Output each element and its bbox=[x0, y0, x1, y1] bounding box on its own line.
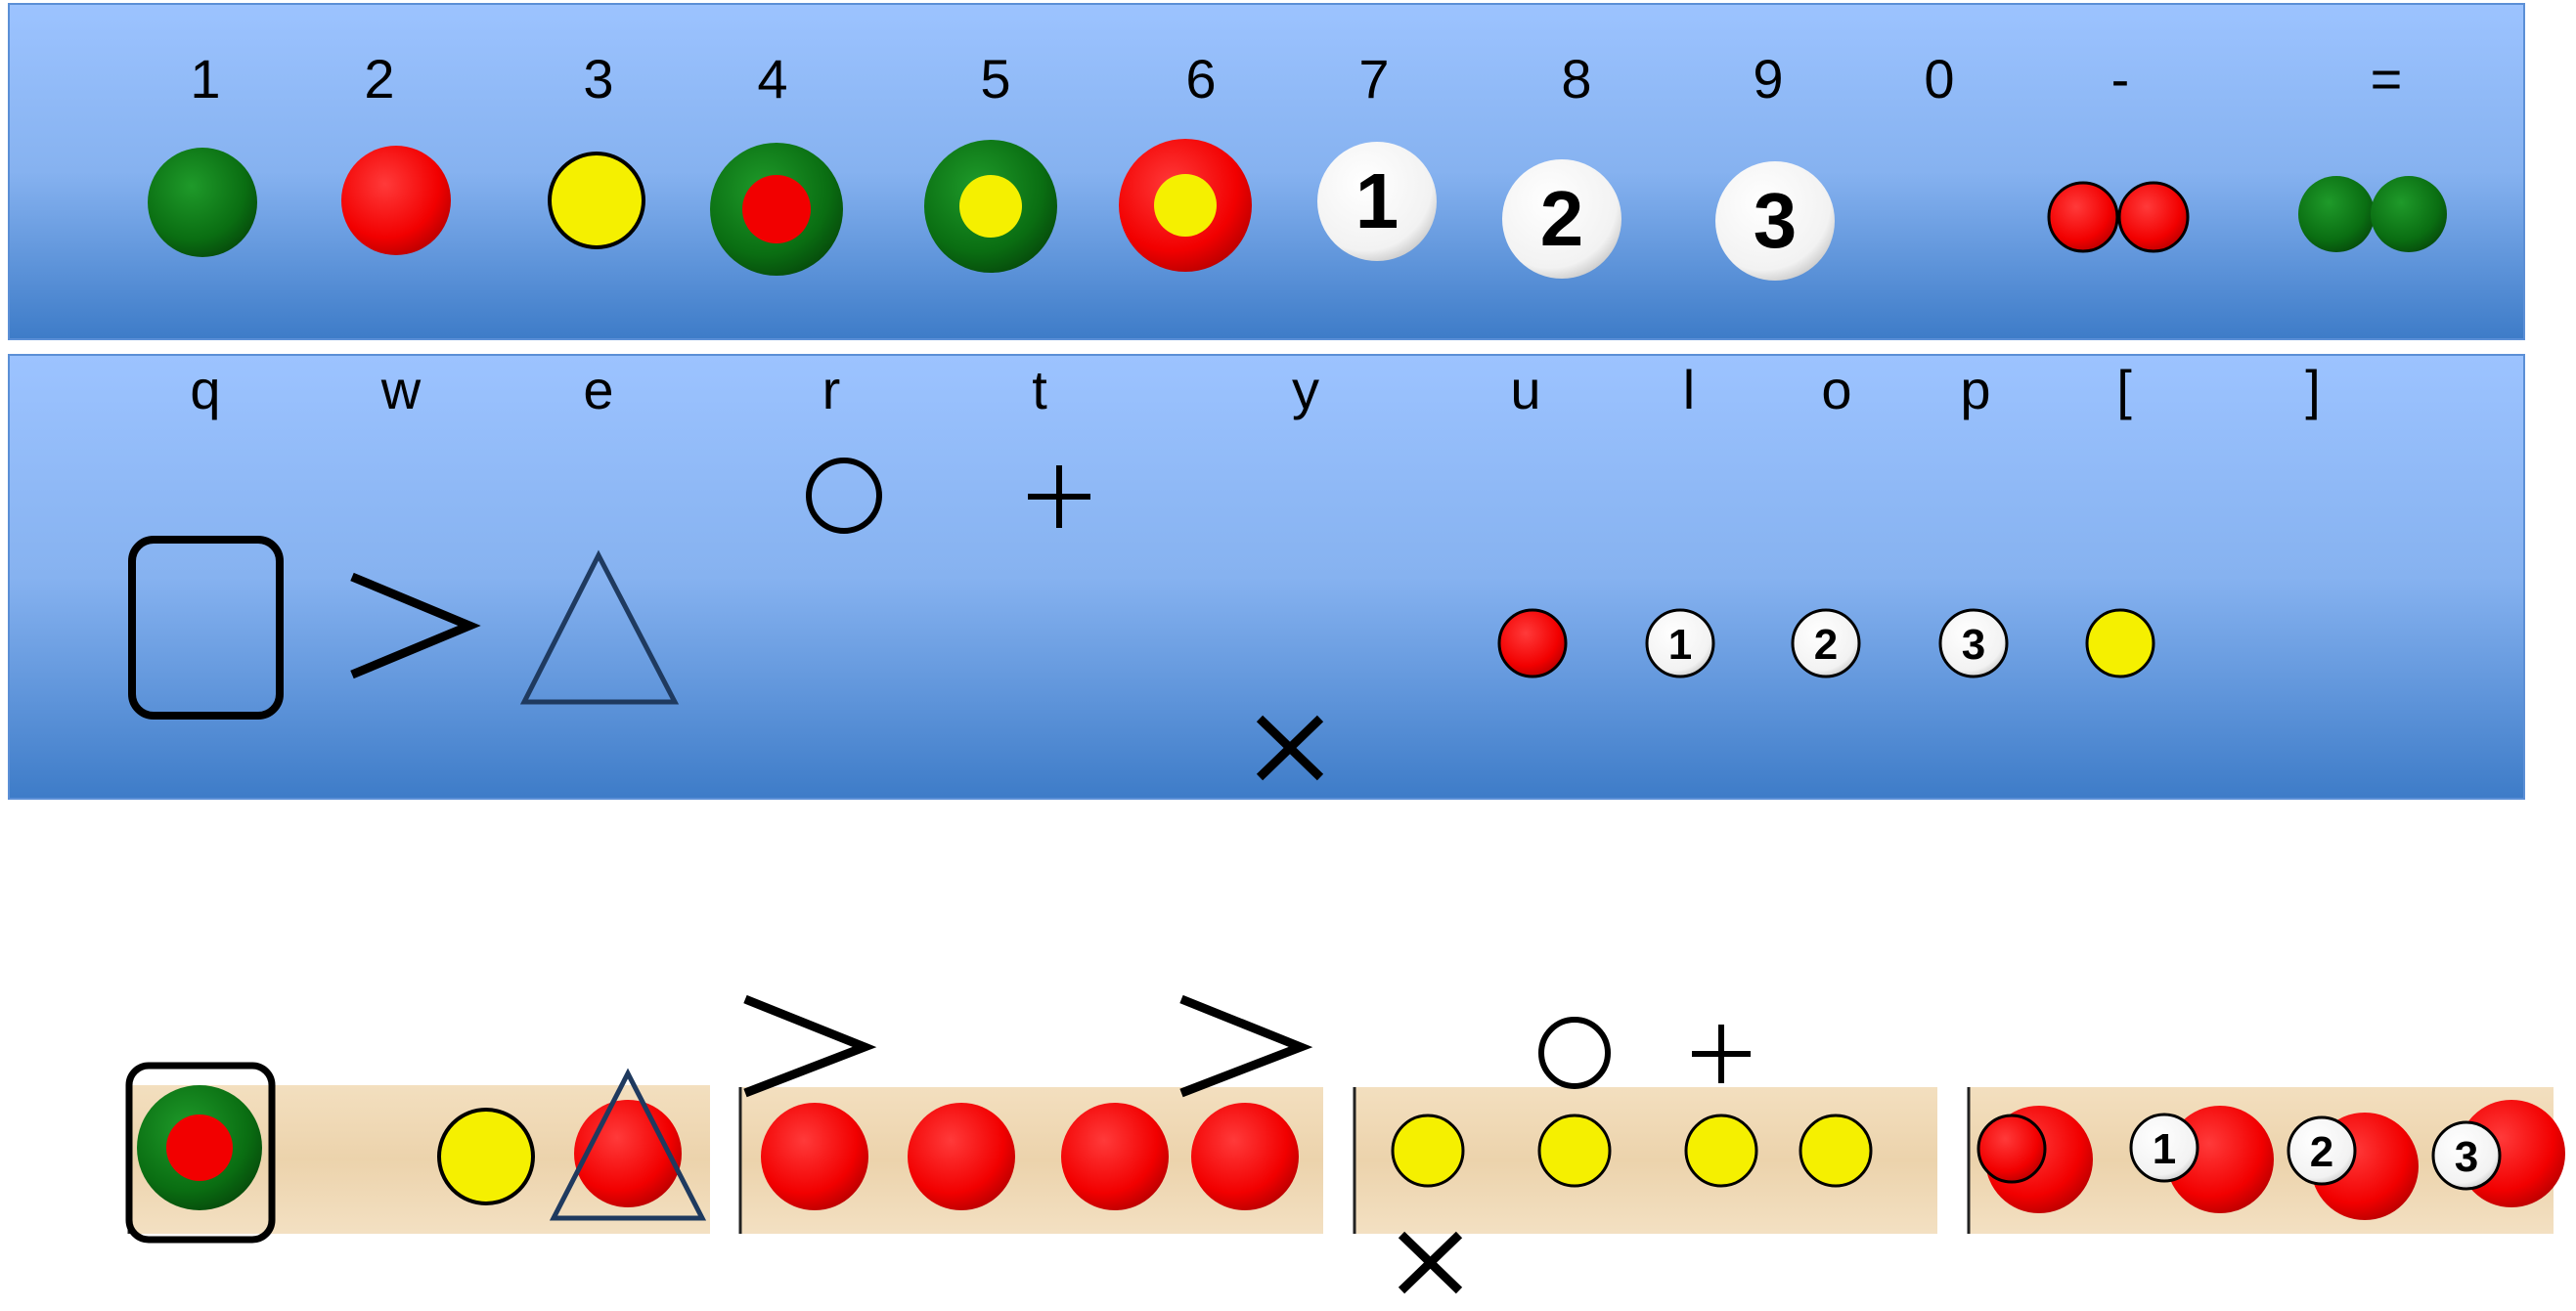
key-label-y: y bbox=[1292, 359, 1319, 420]
key-label-equals: = bbox=[2371, 48, 2403, 109]
board-4-small-red-piece-icon bbox=[1976, 1114, 2047, 1184]
board-2-red-piece-2-icon bbox=[908, 1103, 1015, 1210]
key-label-7: 7 bbox=[1358, 48, 1389, 109]
key-label-t: t bbox=[1032, 359, 1047, 420]
middle-row-key-labels: q w e r t y u l o p [ ] bbox=[190, 359, 2320, 420]
chevron-icon bbox=[350, 572, 481, 679]
board-3-yellow-piece-1-icon bbox=[1391, 1114, 1465, 1188]
red-ring-yellow-center-icon bbox=[1119, 139, 1252, 272]
board-2-chevron-2-icon bbox=[1179, 994, 1313, 1098]
small-white-piece-2-label: 2 bbox=[1814, 621, 1838, 669]
key-label-p: p bbox=[1960, 359, 1990, 420]
key-label-o: o bbox=[1821, 359, 1851, 420]
key-label-4: 4 bbox=[757, 48, 787, 109]
white-piece-2-label: 2 bbox=[1540, 175, 1584, 262]
white-piece-2-icon: 2 bbox=[1502, 159, 1621, 279]
key-label-l: l bbox=[1683, 359, 1695, 420]
key-label-1: 1 bbox=[190, 48, 220, 109]
key-label-u: u bbox=[1510, 359, 1540, 420]
board-3-plus-icon bbox=[1692, 1025, 1751, 1083]
key-label-e: e bbox=[583, 359, 613, 420]
green-ring-yellow-center-icon bbox=[924, 140, 1057, 273]
board-4-white-piece-1-label: 1 bbox=[2153, 1125, 2176, 1173]
two-red-pieces-icon bbox=[2047, 181, 2190, 253]
board-4-white-piece-1-icon: 1 bbox=[2129, 1113, 2199, 1183]
yellow-piece-icon bbox=[548, 152, 645, 249]
board-4-white-piece-3-icon: 3 bbox=[2431, 1120, 2502, 1191]
green-ring-red-center-icon bbox=[710, 143, 843, 276]
key-label-8: 8 bbox=[1561, 48, 1591, 109]
board-4-white-piece-2-label: 2 bbox=[2310, 1128, 2333, 1176]
example-board-2 bbox=[738, 994, 1323, 1234]
small-white-piece-3-label: 3 bbox=[1962, 621, 1985, 669]
board-2-chevron-1-icon bbox=[743, 994, 877, 1098]
example-board-4: 1 2 3 bbox=[1967, 1087, 2565, 1234]
board-1-rounded-square-icon bbox=[125, 1062, 276, 1244]
white-piece-1-label: 1 bbox=[1355, 157, 1399, 244]
key-label-open-bracket: [ bbox=[2116, 359, 2132, 420]
small-white-piece-3-icon: 3 bbox=[1938, 608, 2009, 678]
key-label-3: 3 bbox=[583, 48, 613, 109]
board-1-green-ring-red-center-icon bbox=[137, 1085, 262, 1210]
board-4-white-piece-3-label: 3 bbox=[2455, 1133, 2478, 1181]
key-label-2: 2 bbox=[364, 48, 394, 109]
red-piece-icon bbox=[341, 146, 451, 255]
small-white-piece-1-icon: 1 bbox=[1645, 608, 1715, 678]
triangle-icon bbox=[519, 549, 680, 705]
board-2-red-piece-1-icon bbox=[761, 1103, 868, 1210]
middle-row-symbols: 1 2 3 bbox=[128, 458, 2155, 781]
key-label-0: 0 bbox=[1924, 48, 1954, 109]
key-label-w: w bbox=[380, 359, 422, 420]
rounded-square-icon bbox=[128, 536, 284, 720]
top-row-key-labels: 1 2 3 4 5 6 7 8 9 0 - = bbox=[190, 48, 2402, 109]
board-1-red-piece-icon bbox=[574, 1100, 682, 1207]
circle-outline-icon bbox=[806, 458, 882, 534]
key-label-close-bracket: ] bbox=[2305, 359, 2321, 420]
small-white-piece-1-label: 1 bbox=[1668, 621, 1692, 669]
board-4-white-piece-2-icon: 2 bbox=[2287, 1115, 2357, 1186]
key-label-9: 9 bbox=[1753, 48, 1783, 109]
two-green-pieces-icon bbox=[2298, 176, 2447, 252]
key-label-r: r bbox=[822, 359, 841, 420]
board-1-triangle-icon bbox=[549, 1068, 707, 1221]
board-3-x-mark-icon bbox=[1398, 1231, 1463, 1294]
board-3-circle-outline-icon bbox=[1538, 1017, 1611, 1089]
key-label-5: 5 bbox=[980, 48, 1010, 109]
white-piece-3-icon: 3 bbox=[1715, 161, 1835, 281]
key-label-6: 6 bbox=[1185, 48, 1216, 109]
green-piece-icon bbox=[148, 148, 257, 257]
example-board-1 bbox=[125, 1062, 710, 1244]
key-label-q: q bbox=[190, 359, 220, 420]
x-mark-icon bbox=[1256, 715, 1324, 781]
small-white-piece-2-icon: 2 bbox=[1791, 608, 1861, 678]
white-piece-3-label: 3 bbox=[1754, 177, 1798, 264]
example-board-3 bbox=[1353, 1017, 1937, 1294]
small-red-piece-icon bbox=[1497, 608, 1568, 678]
board-3-yellow-piece-3-icon bbox=[1684, 1114, 1758, 1188]
board-2-red-piece-4-icon bbox=[1191, 1103, 1299, 1210]
board-3-yellow-piece-4-icon bbox=[1799, 1114, 1873, 1188]
key-label-minus: - bbox=[2111, 48, 2130, 109]
board-2-red-piece-3-icon bbox=[1061, 1103, 1169, 1210]
white-piece-1-icon: 1 bbox=[1317, 142, 1437, 261]
board-3-yellow-piece-2-icon bbox=[1537, 1114, 1612, 1188]
plus-icon bbox=[1028, 465, 1090, 528]
small-yellow-piece-icon bbox=[2085, 608, 2155, 678]
top-row-symbols: 1 2 3 bbox=[148, 139, 2447, 281]
board-1-yellow-piece-icon bbox=[437, 1108, 535, 1205]
